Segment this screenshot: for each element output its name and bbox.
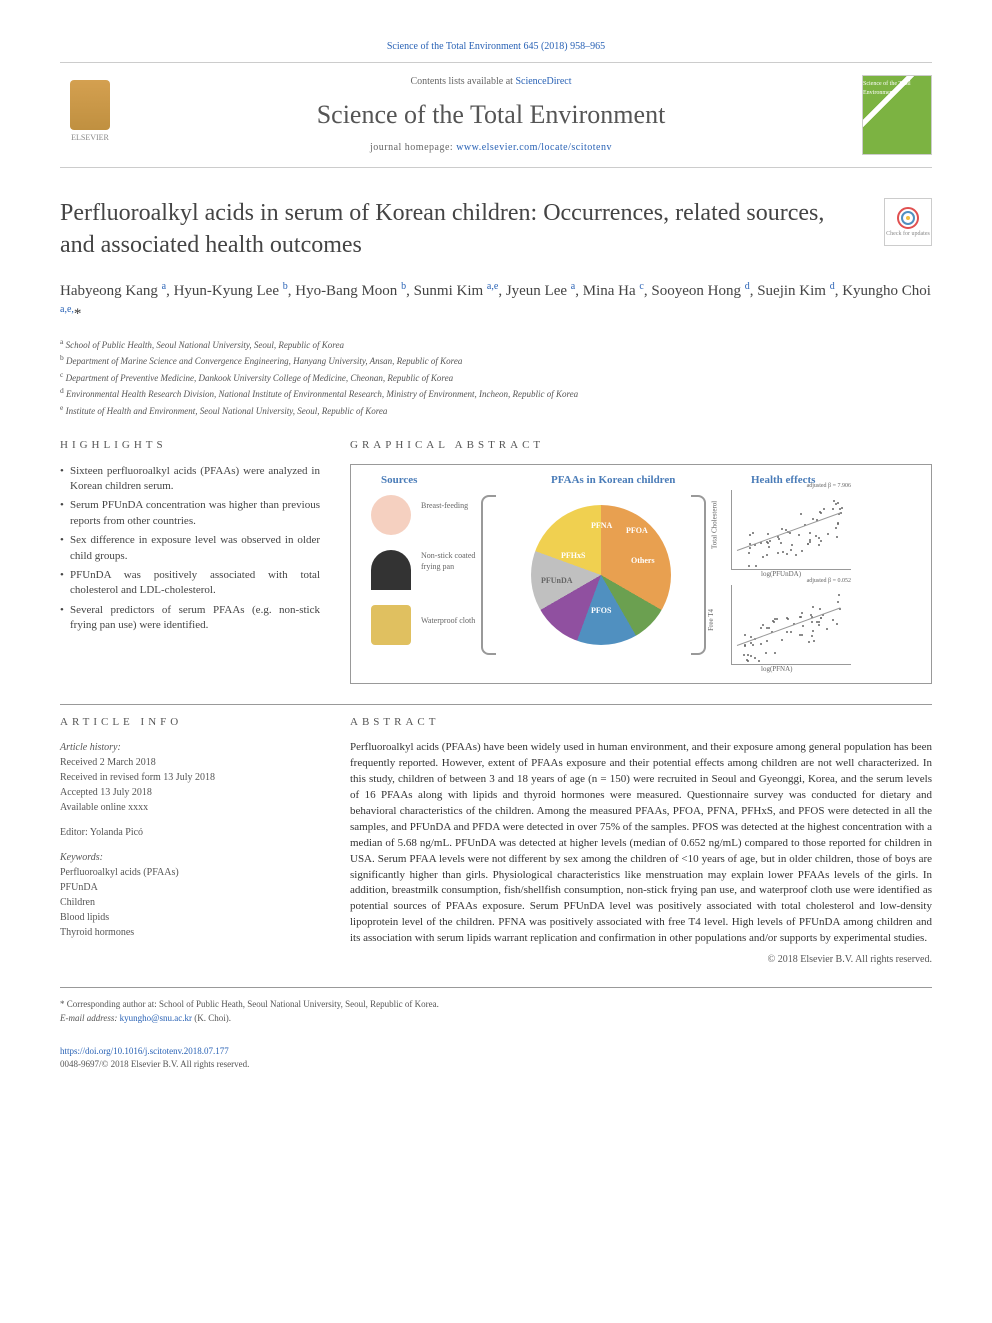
check-updates-badge[interactable]: Check for updates (884, 198, 932, 246)
ga-scatter-t4: adjusted β = 0.052 Free T4 log(PFNA) (731, 585, 851, 665)
divider (60, 704, 932, 705)
abstract-heading: ABSTRACT (350, 715, 932, 730)
journal-homepage: journal homepage: www.elsevier.com/locat… (120, 141, 862, 155)
doi-link[interactable]: https://doi.org/10.1016/j.scitotenv.2018… (60, 1046, 229, 1056)
ga-scatter-cholesterol: adjusted β = 7.906 Total Cholesterol log… (731, 490, 851, 570)
highlight-item: Sixteen perfluoroalkyl acids (PFAAs) wer… (60, 464, 320, 495)
elsevier-tree-icon (70, 80, 110, 130)
waterproof-cloth-icon (371, 605, 411, 645)
highlights-list: Sixteen perfluoroalkyl acids (PFAAs) wer… (60, 464, 320, 634)
frying-pan-icon (371, 550, 411, 590)
divider (60, 987, 932, 988)
highlights-heading: HIGHLIGHTS (60, 438, 320, 453)
breastfeed-icon (371, 495, 411, 535)
journal-ref-link[interactable]: Science of the Total Environment 645 (20… (387, 41, 605, 52)
journal-homepage-link[interactable]: www.elsevier.com/locate/scitotenv (456, 142, 612, 153)
graphical-abstract-figure: Sources PFAAs in Korean children Health … (350, 464, 932, 684)
ga-pie-chart: PFHxS PFNA PFOA Others PFOS PFUnDA (531, 505, 671, 645)
affiliations-list: a School of Public Health, Seoul Nationa… (60, 336, 932, 419)
ga-sources-title: Sources (381, 473, 417, 488)
article-history-label: Article history: (60, 740, 320, 755)
abstract-text: Perfluoroalkyl acids (PFAAs) have been w… (350, 740, 932, 947)
ga-right-bracket (691, 495, 706, 655)
highlight-item: PFUnDA was positively associated with to… (60, 568, 320, 599)
issn-line: 0048-9697/© 2018 Elsevier B.V. All right… (60, 1059, 249, 1069)
copyright: © 2018 Elsevier B.V. All rights reserved… (350, 953, 932, 967)
publisher-name: ELSEVIER (71, 132, 109, 143)
publisher-logo: ELSEVIER (60, 80, 120, 150)
editor-label: Editor: (60, 827, 90, 838)
ga-source-label-2: Non-stick coated frying pan (421, 550, 481, 572)
keywords-list: Perfluoroalkyl acids (PFAAs)PFUnDAChildr… (60, 865, 320, 940)
journal-title: Science of the Total Environment (120, 97, 862, 133)
keywords-label: Keywords: (60, 850, 320, 865)
sciencedirect-link[interactable]: ScienceDirect (515, 76, 571, 87)
ga-left-bracket (481, 495, 496, 655)
article-info-heading: ARTICLE INFO (60, 715, 320, 730)
article-history: Received 2 March 2018Received in revised… (60, 755, 320, 815)
journal-header: ELSEVIER Contents lists available at Sci… (60, 62, 932, 168)
highlight-item: Several predictors of serum PFAAs (e.g. … (60, 603, 320, 634)
highlight-item: Sex difference in exposure level was obs… (60, 533, 320, 564)
editor-name: Yolanda Picó (90, 827, 143, 838)
crossmark-icon (896, 206, 920, 230)
journal-reference: Science of the Total Environment 645 (20… (60, 40, 932, 54)
ga-center-title: PFAAs in Korean children (551, 473, 675, 488)
graphical-abstract-heading: GRAPHICAL ABSTRACT (350, 438, 932, 453)
journal-cover-thumbnail: Science of the Total Environment (862, 75, 932, 155)
ga-source-label-3: Waterproof cloth (421, 615, 481, 626)
highlight-item: Serum PFUnDA concentration was higher th… (60, 498, 320, 529)
article-title: Perfluoroalkyl acids in serum of Korean … (60, 198, 864, 260)
authors-list: Habyeong Kang a, Hyun-Kyung Lee b, Hyo-B… (60, 279, 932, 326)
ga-source-label-1: Breast-feeding (421, 500, 481, 511)
contents-line: Contents lists available at ScienceDirec… (120, 75, 862, 89)
corresponding-email-link[interactable]: kyungho@snu.ac.kr (120, 1013, 192, 1023)
footer: https://doi.org/10.1016/j.scitotenv.2018… (60, 1045, 932, 1070)
corresponding-author: * Corresponding author at: School of Pub… (60, 998, 932, 1025)
